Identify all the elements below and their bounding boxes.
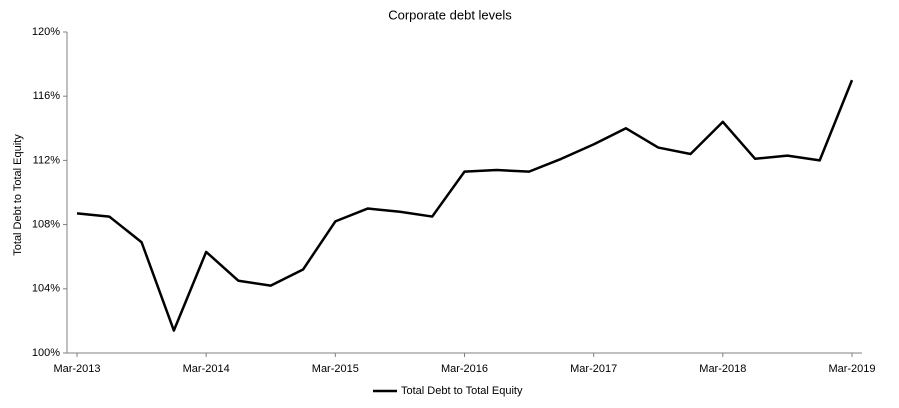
y-tick-label: 100%: [32, 347, 60, 359]
x-tick-label: Mar-2013: [53, 363, 100, 375]
y-tick-label: 120%: [32, 26, 60, 38]
x-tick-label: Mar-2017: [570, 363, 617, 375]
x-tick-label: Mar-2018: [699, 363, 746, 375]
y-tick-label: 104%: [32, 283, 60, 295]
x-tick-label: Mar-2019: [828, 363, 875, 375]
y-axis-label: Total Debt to Total Equity: [12, 134, 24, 256]
y-tick-label: 116%: [33, 90, 61, 102]
y-tick-label: 112%: [33, 154, 61, 166]
x-tick-label: Mar-2016: [441, 363, 488, 375]
line-series: [76, 79, 854, 332]
x-tick-label: Mar-2014: [183, 363, 230, 375]
y-tick-label: 108%: [32, 219, 60, 231]
chart-title: Corporate debt levels: [388, 7, 512, 22]
x-tick-label: Mar-2015: [312, 363, 359, 375]
legend-label: Total Debt to Total Equity: [401, 385, 523, 397]
